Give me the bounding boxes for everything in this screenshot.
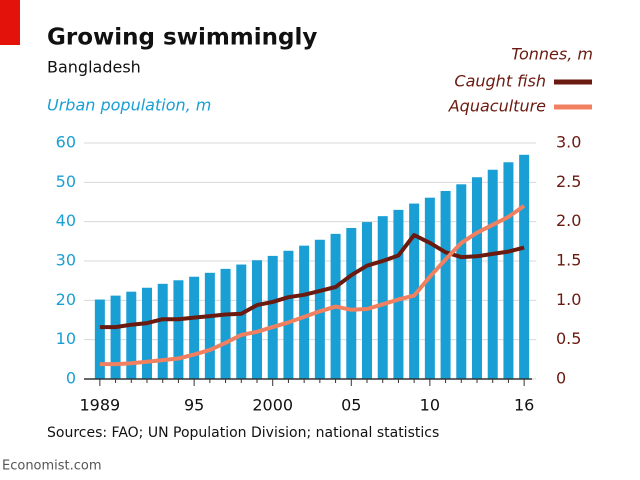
- y-tick-label: 60: [56, 133, 76, 152]
- source: Sources: FAO; UN Population Division; na…: [47, 425, 439, 441]
- y-tick-label: 0: [66, 369, 76, 388]
- bar: [346, 227, 357, 379]
- y2-tick-label: 1.5: [556, 251, 581, 270]
- bar: [487, 169, 498, 379]
- bar: [440, 190, 451, 379]
- bar: [110, 295, 121, 379]
- bar: [157, 283, 168, 379]
- legend-label: Aquaculture: [448, 97, 546, 116]
- bar: [267, 255, 278, 379]
- bar: [204, 272, 215, 379]
- y-tick-label: 50: [56, 172, 76, 191]
- y2-tick-label: 0.5: [556, 329, 581, 348]
- y-axis-label: Urban population, m: [47, 96, 211, 115]
- y-tick-label: 20: [56, 290, 76, 309]
- y2-tick-label: 2.5: [556, 172, 581, 191]
- brand-tag: [0, 0, 20, 45]
- y2-tick-label: 3.0: [556, 133, 581, 152]
- bar: [283, 250, 294, 379]
- footer: Economist.com: [2, 459, 102, 474]
- bar: [472, 177, 482, 379]
- y2-tick-label: 2.0: [556, 211, 581, 230]
- bar: [299, 245, 310, 379]
- x-tick-label: 10: [420, 396, 440, 415]
- bar: [362, 222, 372, 379]
- bar: [503, 162, 514, 379]
- bar: [409, 203, 420, 379]
- bar: [94, 299, 105, 379]
- x-tick-label: 05: [341, 396, 361, 415]
- bar: [173, 280, 184, 379]
- line: [99, 233, 525, 330]
- y-tick-label: 40: [56, 211, 76, 230]
- chart-subtitle: Bangladesh: [47, 58, 141, 77]
- y2-axis-label: Tonnes, m: [511, 45, 593, 64]
- bar: [424, 197, 435, 379]
- x-tick-label: 1989: [79, 396, 120, 415]
- bar: [456, 184, 467, 379]
- y-tick-label: 30: [56, 251, 76, 270]
- bar: [236, 264, 247, 379]
- bar: [393, 209, 404, 379]
- bar: [252, 260, 262, 379]
- line: [99, 204, 526, 367]
- bar: [220, 268, 231, 379]
- bar: [519, 154, 530, 379]
- legend-label: Caught fish: [454, 72, 546, 91]
- y2-tick-label: 1.0: [556, 290, 581, 309]
- bar: [377, 216, 388, 379]
- bar: [189, 276, 200, 379]
- y-tick-label: 10: [56, 329, 76, 348]
- bar: [126, 291, 137, 379]
- x-tick-label: 2000: [252, 396, 293, 415]
- x-tick-label: 95: [184, 396, 204, 415]
- bar: [142, 287, 152, 379]
- chart-title: Growing swimmingly: [47, 25, 317, 51]
- x-tick-label: 16: [514, 396, 534, 415]
- y2-tick-label: 0: [556, 369, 566, 388]
